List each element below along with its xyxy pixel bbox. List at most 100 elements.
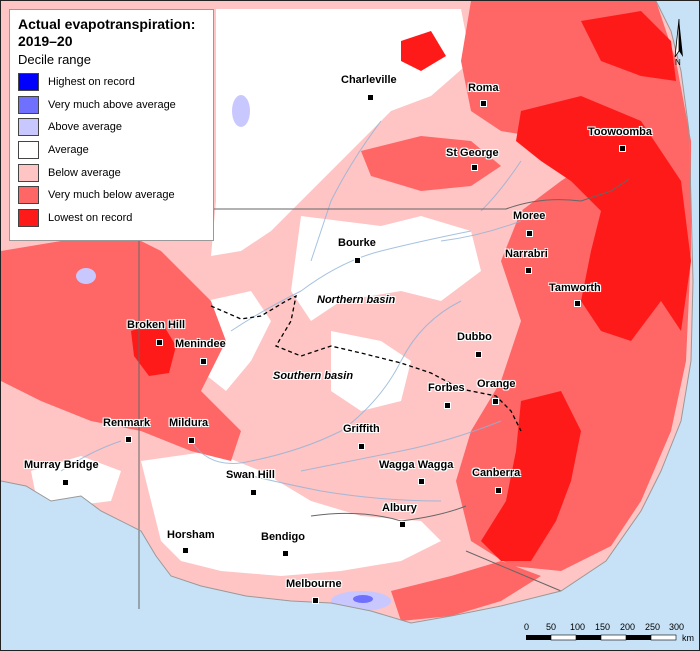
region-above-average-4 [76, 268, 96, 284]
city-marker [475, 351, 482, 358]
region-average-west [201, 291, 271, 391]
city-marker [471, 164, 478, 171]
legend-item-label: Highest on record [48, 76, 135, 89]
legend-swatch [18, 208, 39, 227]
scale-tick-label: 250 [645, 622, 661, 632]
legend-item: Above average [18, 116, 205, 139]
city-label-tamworth: Tamworth [549, 282, 601, 294]
basin-label-northern: Northern basin [317, 294, 396, 306]
city-marker [526, 230, 533, 237]
region-average-south [141, 451, 441, 576]
legend-item-label: Very much below average [48, 189, 175, 202]
region-lowest-qld-spots [401, 31, 446, 71]
city-marker [444, 402, 451, 409]
legend-swatch [18, 141, 39, 160]
city-label-melbourne: Melbourne [286, 578, 342, 590]
legend-items: Highest on record Very much above averag… [18, 71, 205, 229]
scale-unit: km [682, 633, 694, 643]
city-marker [125, 436, 132, 443]
scale-tick-label: 300 [669, 622, 685, 632]
city-label-canberra: Canberra [472, 467, 521, 479]
coastline [1, 1, 694, 624]
legend-swatch [18, 186, 39, 205]
rivers [60, 120, 522, 502]
region-lowest-nne [581, 11, 676, 81]
scale-tick-label: 0 [524, 622, 530, 632]
north-label: N [675, 58, 681, 67]
legend-item-label: Average [48, 144, 89, 157]
city-label-wagga-wagga: Wagga Wagga [379, 459, 454, 471]
state-borders [138, 178, 630, 609]
city-marker [62, 479, 69, 486]
legend-item: Very much below average [18, 184, 205, 207]
city-marker [495, 487, 502, 494]
city-label-renmark: Renmark [103, 417, 151, 429]
city-marker [492, 398, 499, 405]
legend-swatch [18, 118, 39, 137]
city-marker [182, 547, 189, 554]
city-label-bourke: Bourke [338, 237, 376, 249]
city-label-albury: Albury [382, 502, 417, 514]
city-label-moree: Moree [513, 210, 546, 222]
city-label-griffith: Griffith [343, 423, 380, 435]
legend-subtitle: Decile range [18, 52, 91, 67]
legend-swatch [18, 73, 39, 92]
legend-item: Lowest on record [18, 207, 205, 230]
city-marker [480, 100, 487, 107]
city-label-horsham: Horsham [167, 529, 215, 541]
city-marker [525, 267, 532, 274]
region-very-much-below-qld [361, 136, 501, 191]
city-marker [312, 597, 319, 604]
region-lowest-se [481, 391, 581, 561]
basin-label-southern: Southern basin [273, 370, 354, 382]
scale-tick-label: 150 [595, 622, 611, 632]
region-average-central [291, 216, 481, 321]
legend-item-label: Lowest on record [48, 211, 133, 224]
legend-item-label: Very much above average [48, 98, 176, 111]
legend-item: Very much above average [18, 94, 205, 117]
city-marker [358, 443, 365, 450]
legend-item-label: Below average [48, 166, 121, 179]
city-label-charleville: Charleville [341, 74, 397, 86]
legend-swatch [18, 95, 39, 114]
city-label-murray-bridge: Murray Bridge [24, 459, 99, 471]
scale-bar [526, 634, 677, 641]
city-marker [367, 94, 374, 101]
region-very-much-below-south [391, 561, 541, 621]
region-very-much-below-west [1, 231, 241, 461]
city-marker [200, 358, 207, 365]
city-label-mildura: Mildura [169, 417, 209, 429]
city-label-menindee: Menindee [175, 338, 226, 350]
city-label-bendigo: Bendigo [261, 531, 305, 543]
city-label-swan-hill: Swan Hill [226, 469, 275, 481]
city-label-roma: Roma [468, 82, 499, 94]
legend-item-label: Above average [48, 121, 122, 134]
region-lowest-ne [516, 96, 691, 341]
region-very-much-above-1 [353, 595, 373, 603]
city-label-broken-hill: Broken Hill [127, 319, 186, 331]
basin-boundary [210, 294, 522, 432]
city-marker [250, 489, 257, 496]
city-label-st-george: St George [446, 147, 499, 159]
city-marker [156, 339, 163, 346]
region-average-north [211, 9, 471, 256]
scale-tick-label: 200 [620, 622, 636, 632]
city-marker [619, 145, 626, 152]
city-marker [354, 257, 361, 264]
city-marker [188, 437, 195, 444]
city-marker [574, 300, 581, 307]
scale-tick-label: 50 [546, 622, 557, 632]
city-marker [399, 521, 406, 528]
city-label-narrabri: Narrabri [505, 248, 548, 260]
city-label-forbes: Forbes [428, 382, 465, 394]
sea-south [1, 281, 699, 650]
legend-title: Actual evapotranspiration: 2019–20 [18, 16, 196, 49]
legend-item: Below average [18, 161, 205, 184]
region-above-average-1 [232, 95, 250, 127]
legend-item: Average [18, 139, 205, 162]
city-label-orange: Orange [477, 378, 516, 390]
legend: Actual evapotranspiration: 2019–20 Decil… [9, 9, 214, 241]
legend-swatch [18, 163, 39, 182]
